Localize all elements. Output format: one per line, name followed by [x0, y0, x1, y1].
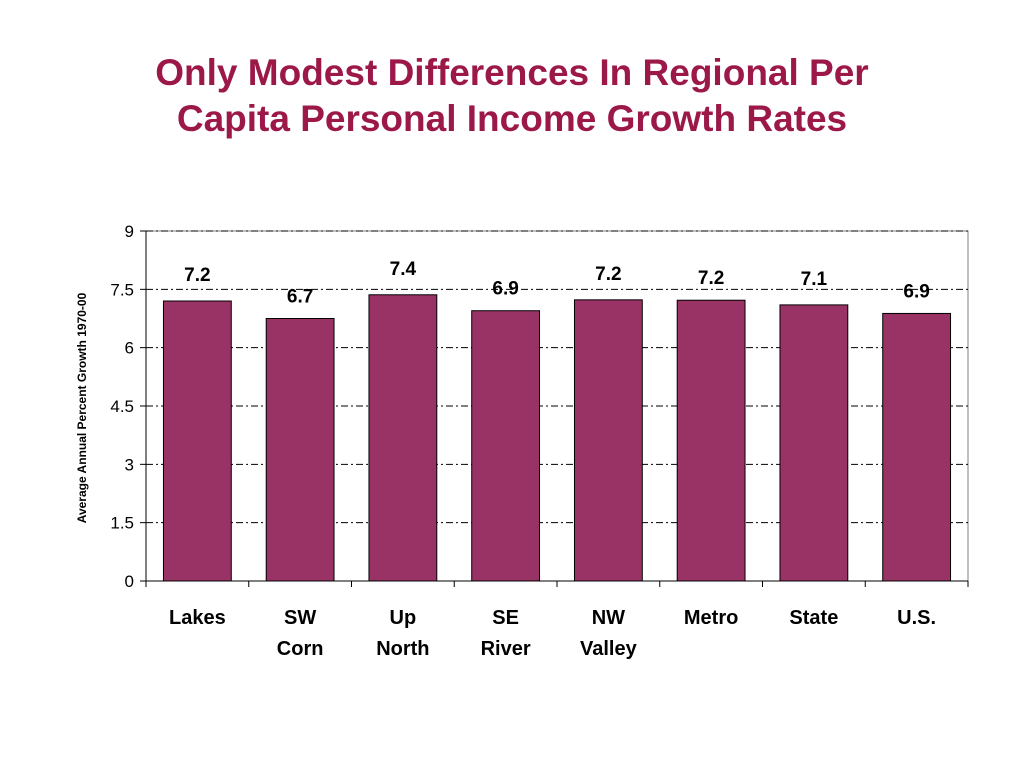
bar-2: [368, 294, 438, 582]
y-tick-label: 6: [125, 339, 134, 358]
data-label-2: 7.4: [390, 259, 417, 280]
category-label-1: Corn: [277, 638, 324, 660]
category-label-6: State: [789, 607, 838, 629]
bar-5: [676, 299, 746, 582]
bar-1: [265, 318, 335, 582]
y-tick-label: 4.5: [110, 397, 134, 416]
category-label-0: Lakes: [169, 607, 226, 629]
category-label-4: Valley: [580, 638, 638, 660]
y-axis-label: Average Annual Percent Growth 1970-00: [75, 292, 89, 523]
data-label-6: 7.1: [801, 269, 828, 290]
category-label-5: Metro: [684, 607, 738, 629]
data-label-7: 6.9: [903, 281, 929, 302]
y-tick-label: 7.5: [110, 280, 134, 299]
y-tick-label: 1.5: [110, 514, 134, 533]
bar-6: [779, 304, 849, 582]
y-tick-label: 0: [125, 572, 134, 591]
category-label-3: SE: [492, 607, 519, 629]
bar-4: [573, 299, 643, 582]
category-label-1: SW: [284, 607, 316, 629]
slide-title-line-2: Capita Personal Income Growth Rates: [176, 98, 848, 139]
data-label-0: 7.2: [184, 265, 210, 286]
y-tick-label: 3: [125, 455, 134, 474]
slide-title: Only Modest Differences In Regional Per …: [0, 50, 1024, 142]
category-label-7: U.S.: [897, 607, 936, 629]
bar-3: [471, 310, 541, 582]
data-label-4: 7.2: [595, 264, 621, 285]
category-label-2: Up: [390, 607, 417, 629]
data-label-3: 6.9: [492, 279, 518, 300]
category-label-2: North: [376, 638, 429, 660]
category-label-4: NW: [592, 607, 625, 629]
y-tick-label: 9: [125, 222, 134, 241]
bar-7: [882, 312, 952, 582]
category-label-3: River: [481, 638, 531, 660]
bar-0: [162, 300, 232, 582]
data-label-1: 6.7: [287, 287, 313, 308]
slide-title-line-1: Only Modest Differences In Regional Per: [155, 52, 869, 93]
data-label-5: 7.2: [698, 268, 724, 289]
